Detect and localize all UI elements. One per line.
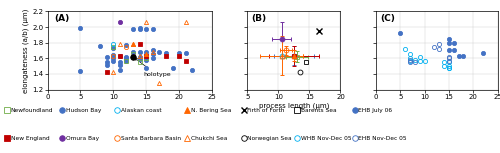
Y-axis label: elongateness (a/b) (μm): elongateness (a/b) (μm) <box>23 8 30 93</box>
Legend: Newfoundland: Newfoundland <box>6 108 53 113</box>
X-axis label: process length (μm): process length (μm) <box>259 103 329 109</box>
Legend: Santa Barbara Basin: Santa Barbara Basin <box>116 136 180 141</box>
Text: (A): (A) <box>54 14 70 23</box>
Legend: Alaskan coast: Alaskan coast <box>116 108 162 113</box>
Legend: Chukchi Sea: Chukchi Sea <box>186 136 227 141</box>
Text: (B): (B) <box>251 14 266 23</box>
Text: (C): (C) <box>380 14 396 23</box>
Legend: EHB Nov-Dec 05: EHB Nov-Dec 05 <box>353 136 407 141</box>
Text: holotype: holotype <box>135 58 170 77</box>
Legend: Norwegian Sea: Norwegian Sea <box>242 136 292 141</box>
Legend: Hudson Bay: Hudson Bay <box>60 108 101 113</box>
Legend: Barents Sea: Barents Sea <box>296 108 337 113</box>
Legend: EHB July 06: EHB July 06 <box>353 108 392 113</box>
Legend: WHB Nov-Dec 05: WHB Nov-Dec 05 <box>296 136 352 141</box>
Legend: Firth of Forth: Firth of Forth <box>242 108 284 113</box>
Legend: New England: New England <box>6 136 50 141</box>
Legend: Omura Bay: Omura Bay <box>60 136 99 141</box>
Legend: N. Bering Sea: N. Bering Sea <box>186 108 231 113</box>
